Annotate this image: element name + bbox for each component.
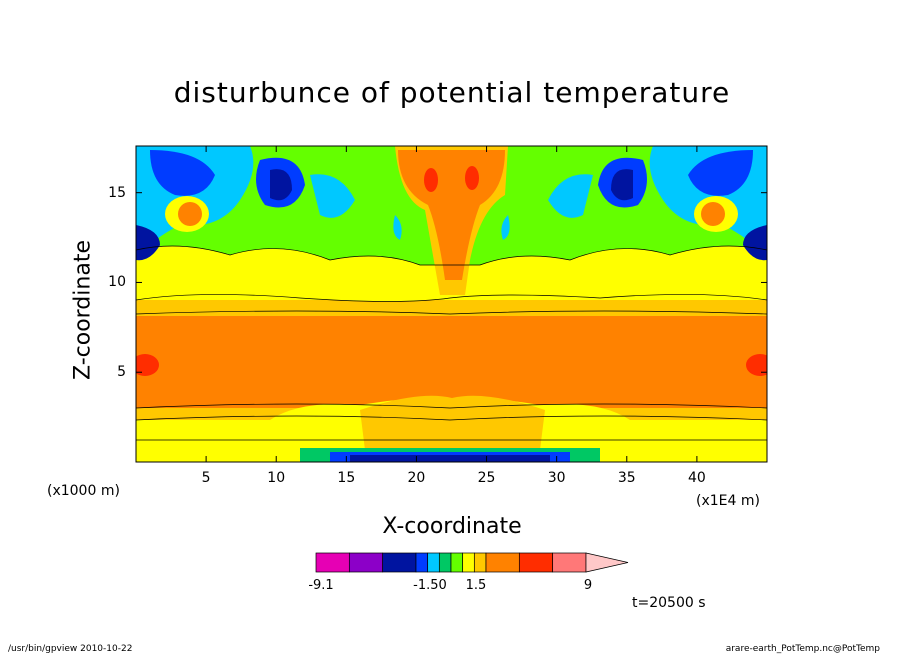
time-label: t=20500 s (632, 595, 706, 611)
colorbar-swatch (473, 552, 487, 573)
x-tick-label: 10 (267, 470, 286, 486)
colorbar-tick-label: -1.50 (413, 578, 447, 593)
contour-fill (136, 146, 767, 462)
x-scale-label: (x1E4 m) (696, 493, 760, 509)
colorbar-swatch (438, 552, 452, 573)
x-tick-label: 5 (201, 470, 211, 486)
plot-frame (135, 145, 768, 463)
colorbar-swatch (348, 552, 384, 573)
y-axis-label: Z-coordinate (70, 240, 96, 380)
colorbar-swatch (485, 552, 520, 573)
x-axis-label: X-coordinate (382, 514, 522, 539)
colorbar-swatch (415, 552, 429, 573)
y-tick-label: 5 (117, 364, 126, 381)
x-tick-label: 40 (687, 470, 706, 486)
colorbar-swatch (518, 552, 554, 573)
y-tick-label: 10 (108, 274, 126, 291)
x-unit-label: (x1000 m) (47, 483, 120, 499)
x-tick-label: 15 (337, 470, 356, 486)
x-tick-label: 35 (617, 470, 636, 486)
x-tick-label: 20 (407, 470, 426, 486)
colorbar-tick-label: 1.5 (465, 578, 487, 593)
y-tick-label: 15 (108, 184, 126, 201)
x-tick-label: 25 (477, 470, 496, 486)
chart-title: disturbunce of potential temperature (173, 76, 731, 109)
x-tick-label: 30 (547, 470, 566, 486)
colorbar-swatch (462, 552, 475, 573)
footer-left: /usr/bin/gpview 2010-10-22 (8, 644, 133, 654)
colorbar-swatch (450, 552, 464, 573)
colorbar-extend-arrow (585, 552, 629, 573)
colorbar-swatch (315, 552, 350, 573)
colorbar (315, 552, 629, 573)
colorbar-tick-label: 9 (583, 578, 593, 593)
colorbar-swatch (427, 552, 440, 573)
colorbar-tick-label: -9.1 (308, 578, 334, 593)
colorbar-swatch (382, 552, 417, 573)
footer-right: arare-earth_PotTemp.nc@PotTemp (725, 644, 880, 654)
colorbar-swatch (552, 552, 587, 573)
